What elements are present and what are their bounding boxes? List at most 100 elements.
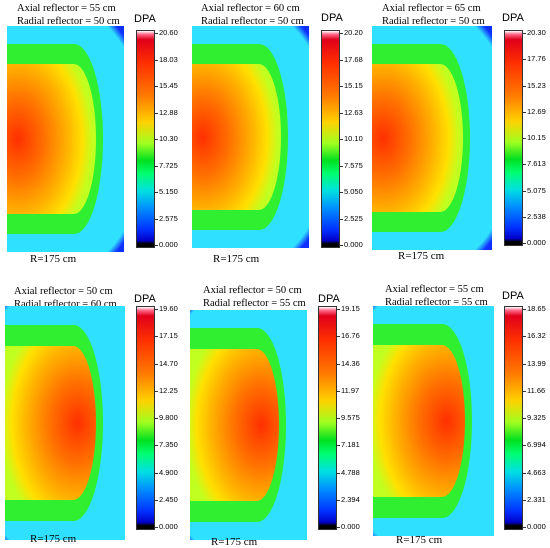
colorbar-tick-mark (523, 111, 526, 113)
colorbar-tick-mark (340, 165, 343, 167)
colorbar-tick-mark (340, 33, 343, 34)
colorbar-tick-label: 9.800 (159, 413, 178, 422)
colorbar-tick-label: 2.331 (527, 494, 546, 504)
colorbar-tick-mark (155, 390, 158, 392)
colorbar-tick-label: 18.03 (159, 54, 178, 64)
colorbar-tick-label: 0.000 (341, 522, 360, 531)
heatmap-core (5, 345, 97, 501)
radius-label: R=175 cm (213, 253, 260, 265)
colorbar-tick-label: 0.000 (159, 522, 178, 531)
colorbar-tick-mark (155, 309, 158, 310)
heatmap-core (372, 64, 464, 212)
colorbar-tick-label: 5.150 (159, 187, 178, 196)
heatmap-core (7, 64, 96, 214)
colorbar-tick-label: 9.325 (527, 413, 546, 422)
radius-label: R=175 cm (398, 250, 445, 262)
colorbar-tick-label: 0.000 (527, 522, 546, 531)
colorbar-tick-mark (523, 472, 526, 474)
colorbar-title: DPA (502, 290, 524, 302)
axial-reflector-label: Axial reflector = 65 cm (382, 3, 481, 14)
colorbar-tick-label: 12.88 (159, 107, 178, 117)
colorbar-tick-mark (523, 138, 526, 139)
axial-reflector-label: Axial reflector = 50 cm (203, 285, 302, 296)
colorbar-tick-mark (337, 472, 340, 474)
colorbar-tick-mark (523, 363, 526, 365)
colorbar-tick-label: 0.000 (527, 238, 546, 247)
colorbar (504, 306, 523, 530)
heatmap-core (190, 349, 279, 501)
colorbar (321, 30, 340, 248)
colorbar-tick-mark (523, 309, 526, 310)
colorbar-tick-label: 14.70 (159, 358, 178, 368)
radial-reflector-label: Radial reflector = 50 cm (201, 16, 304, 27)
colorbar-tick-label: 10.15 (527, 133, 546, 142)
colorbar-tick-label: 2.525 (344, 213, 363, 223)
colorbar-tick-mark (155, 165, 158, 167)
axial-reflector-label: Axial reflector = 55 cm (17, 3, 116, 14)
colorbar-tick-mark (523, 243, 526, 244)
heatmap-core (192, 63, 281, 211)
radius-label: R=175 cm (30, 533, 77, 545)
colorbar-tick-label: 12.25 (159, 385, 178, 395)
colorbar-tick-mark (155, 33, 158, 34)
colorbar-tick-mark (523, 85, 526, 87)
heatmap-image (192, 26, 309, 248)
colorbar-tick-label: 17.68 (344, 54, 363, 64)
heatmap-panel: Axial reflector = 55 cm Radial reflector … (366, 274, 549, 548)
colorbar-tick-mark (155, 363, 158, 365)
colorbar-tick-mark (337, 390, 340, 392)
colorbar-tick-mark (340, 112, 343, 114)
colorbar-tick-mark (340, 139, 343, 140)
radial-reflector-label: Radial reflector = 55 cm (385, 297, 488, 308)
colorbar-tick-mark (155, 499, 158, 501)
colorbar-tick-label: 9.575 (341, 413, 360, 422)
colorbar-tick-mark (155, 527, 158, 528)
colorbar-tick-label: 13.99 (527, 358, 546, 368)
radial-reflector-label: Radial reflector = 50 cm (382, 16, 485, 27)
colorbar-tick-label: 7.613 (527, 159, 546, 169)
colorbar-tick-label: 4.788 (341, 467, 360, 477)
colorbar-tick-mark (155, 472, 158, 474)
colorbar-tick-label: 15.23 (527, 80, 546, 90)
colorbar-tick-label: 20.30 (527, 28, 546, 37)
colorbar-tick-label: 16.32 (527, 331, 546, 341)
colorbar-tick-mark (337, 445, 340, 447)
colorbar-tick-label: 10.10 (344, 134, 363, 143)
colorbar-tick-label: 5.075 (527, 185, 546, 195)
heatmap-image (5, 306, 125, 540)
colorbar-tick-label: 2.394 (341, 494, 360, 504)
colorbar-tick-mark (523, 33, 526, 34)
colorbar (136, 306, 155, 530)
colorbar-tick-mark (340, 192, 343, 193)
colorbar-title: DPA (134, 13, 156, 25)
colorbar-tick-mark (523, 336, 526, 338)
colorbar-tick-mark (523, 190, 526, 192)
colorbar (504, 30, 523, 246)
colorbar-tick-mark (523, 499, 526, 501)
colorbar-tick-label: 7.575 (344, 160, 363, 170)
colorbar-tick-label: 2.575 (159, 213, 178, 223)
colorbar-tick-label: 11.97 (341, 385, 360, 395)
heatmap-panel: Axial reflector = 55 cm Radial reflector … (0, 0, 183, 274)
heatmap-image (7, 26, 124, 252)
heatmap-image (372, 26, 492, 250)
colorbar-tick-mark (523, 445, 526, 447)
radial-reflector-label: Radial reflector = 55 cm (203, 298, 306, 309)
radial-reflector-label: Radial reflector = 60 cm (14, 299, 117, 310)
heatmap-panel: Axial reflector = 50 cm Radial reflector … (183, 274, 366, 548)
colorbar-tick-mark (337, 499, 340, 501)
radius-label: R=175 cm (211, 536, 258, 548)
colorbar-tick-label: 20.60 (159, 28, 178, 37)
colorbar-tick-mark (155, 59, 158, 61)
colorbar-tick-mark (523, 390, 526, 392)
colorbar-tick-label: 19.60 (159, 304, 178, 313)
colorbar-title: DPA (321, 12, 343, 24)
colorbar (136, 30, 155, 248)
colorbar-title: DPA (318, 293, 340, 305)
colorbar-tick-label: 20.20 (344, 28, 363, 37)
colorbar-tick-mark (155, 418, 158, 419)
colorbar-tick-label: 0.000 (344, 240, 363, 249)
colorbar-tick-mark (337, 336, 340, 338)
heatmap-panel: Axial reflector = 65 cm Radial reflector … (366, 0, 549, 274)
colorbar-tick-label: 14.36 (341, 358, 360, 368)
